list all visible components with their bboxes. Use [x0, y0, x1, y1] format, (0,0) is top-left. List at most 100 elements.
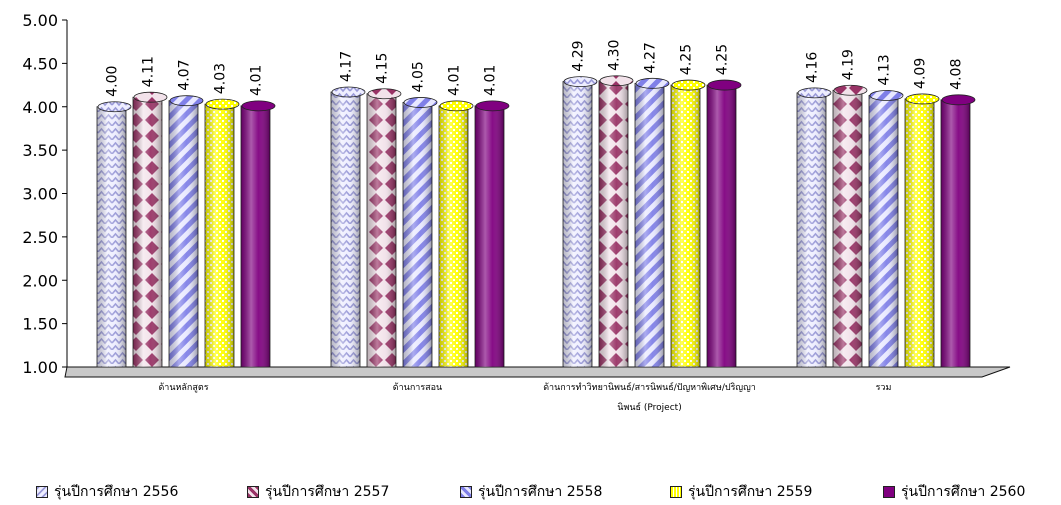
- bar-1-0: [330, 86, 366, 368]
- bar-shading: [671, 85, 700, 367]
- legend-item-2557: รุ่นปีการศึกษา 2557: [247, 482, 389, 502]
- legend-item-2560: รุ่นปีการศึกษา 2560: [883, 482, 1025, 502]
- floor-plane: [64, 366, 1011, 378]
- bar-shading: [241, 105, 270, 367]
- bar-shading: [635, 83, 664, 367]
- bar-shading: [563, 81, 592, 367]
- bar-shading: [205, 104, 234, 368]
- bar-1-1: [366, 88, 402, 368]
- bar-3-1: [832, 84, 868, 368]
- bar-value-label: 4.25: [679, 44, 695, 75]
- legend-item-2558: รุ่นปีการศึกษา 2558: [460, 482, 602, 502]
- legend-swatch-2556: [36, 486, 48, 498]
- bar-3-2: [868, 90, 904, 368]
- bar-value-label: 4.30: [607, 40, 623, 71]
- legend-item-2556: รุ่นปีการศึกษา 2556: [36, 482, 178, 502]
- bar-cap: [367, 88, 402, 100]
- bar-value-label: 4.11: [141, 56, 157, 87]
- bar-value-label: 4.29: [571, 40, 587, 71]
- bar-chart: 1.00 1.50 2.00 2.50 3.00 3.50 4.00 4.50 5.00 4.00…: [22, 11, 1011, 413]
- y-tick-label: 2.50: [22, 228, 58, 247]
- bar-3-4: [940, 94, 976, 368]
- bar-shading: [797, 92, 826, 368]
- legend-label-2556: รุ่นปีการศึกษา 2556: [54, 484, 179, 500]
- bar-cap: [599, 75, 634, 87]
- bar-cap: [563, 76, 598, 87]
- bar-cap: [205, 98, 240, 110]
- y-tick-label: 4.00: [22, 98, 58, 117]
- bar-1-4: [474, 100, 510, 368]
- bar-cap: [331, 86, 366, 98]
- bar-shading: [869, 95, 898, 367]
- bar-2-2: [634, 77, 670, 368]
- bar-shading: [707, 85, 736, 367]
- bar-1-3: [438, 100, 474, 368]
- bar-value-label: 4.13: [877, 54, 893, 85]
- bar-3-0: [796, 87, 832, 368]
- bar-value-label: 4.05: [411, 61, 427, 92]
- bar-value-label: 4.17: [339, 51, 355, 82]
- bar-cap: [941, 94, 976, 106]
- bar-value-label: 4.19: [841, 49, 857, 80]
- bar-value-label: 4.03: [213, 63, 229, 94]
- bar-cap: [475, 100, 510, 112]
- bar-shading: [599, 80, 628, 367]
- bar-cap: [439, 100, 474, 112]
- bar-0-0: [96, 101, 132, 368]
- bar-shading: [475, 105, 504, 367]
- legend-label-2560: รุ่นปีการศึกษา 2560: [901, 484, 1026, 500]
- bar-value-label: 4.09: [913, 58, 929, 89]
- bar-shading: [941, 99, 970, 367]
- bar-shading: [169, 100, 198, 368]
- legend: รุ่นปีการศึกษา 2556 รุ่นปีการศึกษา 2557 …: [0, 482, 1061, 502]
- bar-cap: [241, 100, 276, 112]
- bar-value-label: 4.01: [447, 65, 463, 96]
- bar-shading: [905, 98, 934, 367]
- category-label: นิพนธ์ (Project): [617, 401, 681, 413]
- bar-cap: [833, 84, 868, 96]
- bar-cap: [905, 93, 940, 105]
- y-tick-label: 3.00: [22, 185, 58, 204]
- bar-cap: [797, 87, 832, 99]
- y-tick-label: 3.50: [22, 141, 58, 160]
- bar-value-label: 4.25: [715, 44, 731, 75]
- bar-shading: [133, 97, 162, 368]
- bar-value-label: 4.27: [643, 42, 659, 73]
- category-label: ด้านหลักสูตร: [158, 382, 208, 393]
- bar-0-1: [132, 91, 168, 368]
- bar-cap: [133, 91, 168, 103]
- bar-cap: [97, 101, 132, 113]
- bar-3-3: [904, 93, 940, 368]
- bar-0-2: [168, 95, 204, 368]
- legend-item-2559: รุ่นปีการศึกษา 2559: [670, 482, 812, 502]
- legend-label-2558: รุ่นปีการศึกษา 2558: [478, 484, 603, 500]
- bar-0-3: [204, 98, 240, 368]
- bar-cap: [403, 97, 438, 108]
- bar-0-4: [240, 100, 276, 368]
- legend-swatch-2557: [247, 486, 259, 498]
- legend-swatch-2559: [670, 486, 682, 498]
- bar-value-label: 4.01: [249, 65, 265, 96]
- bar-cap: [869, 90, 904, 101]
- bar-2-0: [562, 76, 598, 368]
- bar-1-2: [402, 97, 438, 368]
- bar-shading: [439, 105, 468, 367]
- bar-cap: [635, 77, 670, 89]
- y-tick-label: 1.50: [22, 315, 58, 334]
- legend-swatch-2558: [460, 486, 472, 498]
- legend-label-2557: รุ่นปีการศึกษา 2557: [265, 484, 390, 500]
- legend-label-2559: รุ่นปีการศึกษา 2559: [688, 484, 813, 500]
- bar-cap: [707, 79, 742, 91]
- bar-2-3: [670, 79, 706, 368]
- bar-cap: [671, 79, 706, 91]
- bar-2-1: [598, 75, 634, 368]
- bar-shading: [367, 93, 396, 368]
- bar-value-label: 4.08: [949, 59, 965, 90]
- y-tick-label: 1.00: [22, 358, 58, 377]
- bar-value-label: 4.01: [483, 65, 499, 96]
- bar-cap: [169, 95, 204, 107]
- bar-2-4: [706, 79, 742, 368]
- y-tick-label: 5.00: [22, 11, 58, 30]
- legend-swatch-2560: [883, 486, 895, 498]
- category-label: รวม: [876, 383, 892, 393]
